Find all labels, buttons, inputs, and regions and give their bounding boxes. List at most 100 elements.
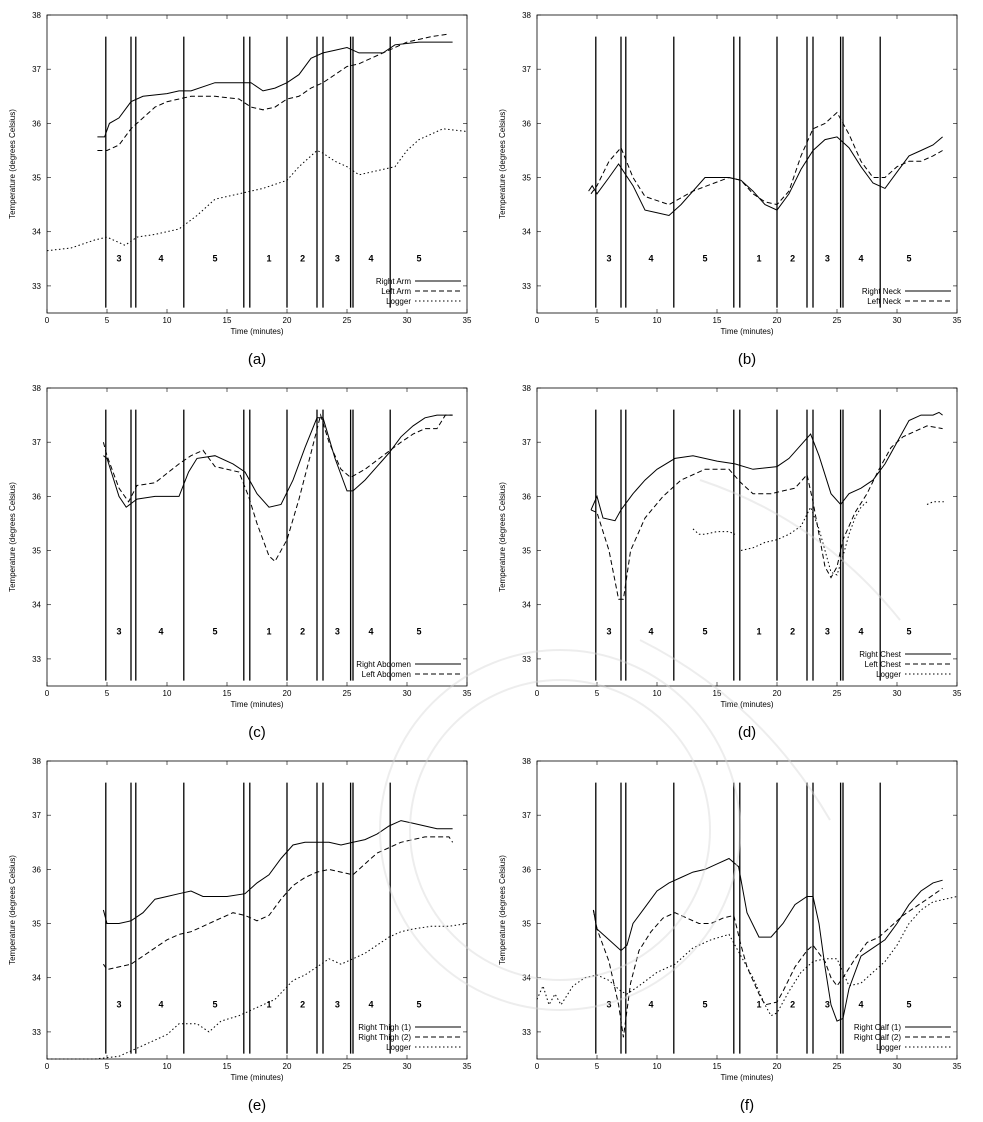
plot-frame	[536, 760, 958, 1060]
phase-label: 5	[212, 1000, 217, 1010]
y-tick-label: 33	[32, 1028, 41, 1037]
y-tick-label: 34	[32, 228, 41, 237]
phase-label: 1	[266, 254, 271, 264]
phase-label: 3	[335, 254, 340, 264]
y-tick-label: 38	[32, 11, 41, 20]
plot-frame	[46, 14, 468, 314]
phase-label: 3	[116, 254, 121, 264]
x-tick-label: 10	[653, 1062, 662, 1071]
x-tick-label: 20	[283, 1062, 292, 1071]
legend-label: Right Arm	[376, 277, 411, 286]
phase-label: 3	[606, 627, 611, 637]
phase-label: 3	[606, 254, 611, 264]
phase-label: 1	[266, 1000, 271, 1010]
phase-label: 4	[158, 254, 163, 264]
phase-label: 5	[416, 254, 421, 264]
x-tick-label: 15	[223, 316, 232, 325]
phase-label: 4	[858, 627, 863, 637]
legend-label: Right Chest	[859, 650, 902, 659]
series-line-logger-segment	[926, 501, 944, 505]
y-tick-label: 35	[32, 920, 41, 929]
phase-label: 2	[790, 1000, 795, 1010]
y-axis-label: Temperature (degrees Celsius)	[498, 855, 507, 965]
series-line-right-arm	[97, 41, 453, 138]
legend-label: Right Neck	[862, 287, 902, 296]
phase-label: 4	[648, 254, 653, 264]
phase-label: 2	[300, 254, 305, 264]
phase-label: 4	[368, 1000, 373, 1010]
x-tick-label: 15	[713, 1062, 722, 1071]
series-line-right-calf-2-	[592, 887, 943, 1038]
phase-label: 4	[648, 1000, 653, 1010]
series-line-right-abdomen	[103, 414, 453, 508]
y-tick-label: 37	[32, 811, 41, 820]
legend-label: Right Calf (1)	[854, 1023, 901, 1032]
x-tick-label: 20	[773, 1062, 782, 1071]
x-tick-label: 15	[223, 689, 232, 698]
x-tick-label: 0	[535, 316, 540, 325]
x-tick-label: 35	[463, 1062, 472, 1071]
phase-label: 4	[858, 254, 863, 264]
phase-label: 5	[416, 627, 421, 637]
phase-label: 4	[158, 1000, 163, 1010]
y-tick-label: 37	[522, 438, 531, 447]
panel-caption: (c)	[248, 724, 266, 741]
phase-label: 2	[300, 627, 305, 637]
legend-label: Logger	[876, 1043, 901, 1052]
x-tick-label: 30	[403, 316, 412, 325]
series-line-right-thigh-1-	[102, 820, 453, 924]
y-tick-label: 38	[32, 757, 41, 766]
y-tick-label: 33	[522, 655, 531, 664]
series-line-left-abdomen	[102, 413, 453, 563]
x-tick-label: 0	[535, 689, 540, 698]
x-tick-label: 10	[653, 689, 662, 698]
x-tick-label: 0	[45, 1062, 50, 1071]
legend-label: Right Calf (2)	[854, 1033, 901, 1042]
phase-label: 1	[756, 254, 761, 264]
series-line-right-neck	[588, 136, 943, 217]
y-tick-label: 35	[522, 920, 531, 929]
phase-label: 5	[702, 627, 707, 637]
legend-label: Left Abdomen	[362, 670, 411, 679]
y-tick-label: 36	[32, 865, 41, 874]
x-tick-label: 30	[893, 1062, 902, 1071]
y-tick-label: 33	[32, 655, 41, 664]
x-tick-label: 30	[403, 1062, 412, 1071]
series-line-right-chest	[590, 411, 943, 522]
x-tick-label: 35	[953, 689, 962, 698]
plot-frame	[536, 387, 958, 687]
x-tick-label: 10	[163, 316, 172, 325]
phase-label: 3	[335, 1000, 340, 1010]
series-line-logger	[692, 528, 736, 535]
x-tick-label: 15	[713, 316, 722, 325]
x-tick-label: 5	[105, 689, 110, 698]
y-tick-label: 38	[522, 11, 531, 20]
phase-label: 3	[116, 1000, 121, 1010]
x-tick-label: 25	[833, 316, 842, 325]
x-tick-label: 5	[595, 1062, 600, 1071]
x-tick-label: 20	[773, 689, 782, 698]
x-tick-label: 20	[773, 316, 782, 325]
phase-label: 5	[906, 1000, 911, 1010]
y-tick-label: 34	[522, 601, 531, 610]
x-tick-label: 5	[595, 689, 600, 698]
y-axis-label: Temperature (degrees Celsius)	[8, 855, 17, 965]
phase-label: 4	[158, 627, 163, 637]
phase-label: 3	[825, 1000, 830, 1010]
x-axis-label: Time (minutes)	[230, 700, 283, 709]
x-tick-label: 30	[893, 689, 902, 698]
phase-label: 3	[335, 627, 340, 637]
panel-caption: (a)	[248, 351, 266, 368]
x-tick-label: 0	[535, 1062, 540, 1071]
x-tick-label: 30	[893, 316, 902, 325]
y-tick-label: 37	[522, 65, 531, 74]
x-tick-label: 5	[105, 1062, 110, 1071]
x-tick-label: 35	[953, 1062, 962, 1071]
x-tick-label: 25	[343, 316, 352, 325]
phase-label: 3	[606, 1000, 611, 1010]
y-tick-label: 38	[522, 757, 531, 766]
legend-label: Left Chest	[865, 660, 902, 669]
